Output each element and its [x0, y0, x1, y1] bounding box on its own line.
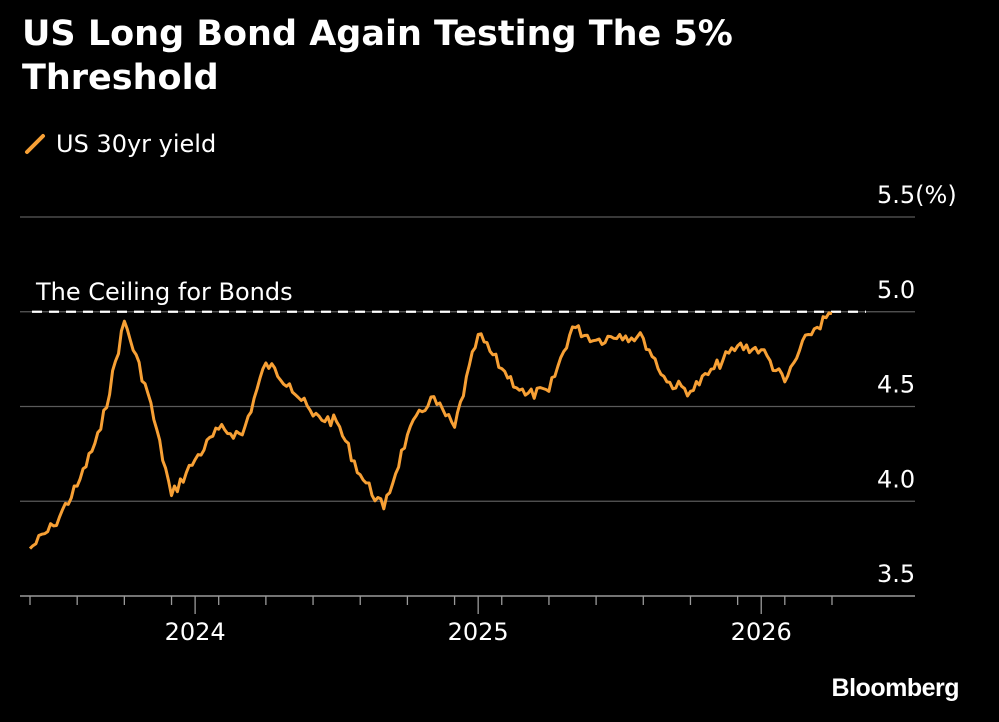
y-tick-label: 4.0 — [877, 465, 915, 493]
y-tick-label: 3.5 — [877, 560, 915, 588]
series-layer — [28, 311, 833, 550]
source-label: Bloomberg — [831, 674, 960, 702]
x-tick-label: 2026 — [731, 618, 792, 646]
reference-line-label: The Ceiling for Bonds — [35, 278, 293, 306]
x-tick-label: 2024 — [165, 618, 226, 646]
y-tick-label: 4.5 — [877, 371, 915, 399]
x-axis: 2024 2025 2026 — [20, 595, 915, 646]
y-axis-labels: 3.5 4.0 4.5 5.0 5.5(%) — [877, 181, 957, 588]
legend: US 30yr yield — [24, 128, 216, 160]
reference-line-group: The Ceiling for Bonds — [32, 278, 866, 313]
series-line-us-30yr-yield — [28, 311, 833, 550]
chart-title: US Long Bond Again Testing The 5% Thresh… — [22, 14, 733, 98]
x-tick-label: 2025 — [448, 618, 509, 646]
gridlines — [20, 216, 915, 502]
legend-label: US 30yr yield — [56, 130, 217, 158]
y-tick-label: 5.5(%) — [877, 181, 957, 209]
y-tick-label: 5.0 — [877, 276, 915, 304]
legend-line-icon — [25, 134, 45, 154]
